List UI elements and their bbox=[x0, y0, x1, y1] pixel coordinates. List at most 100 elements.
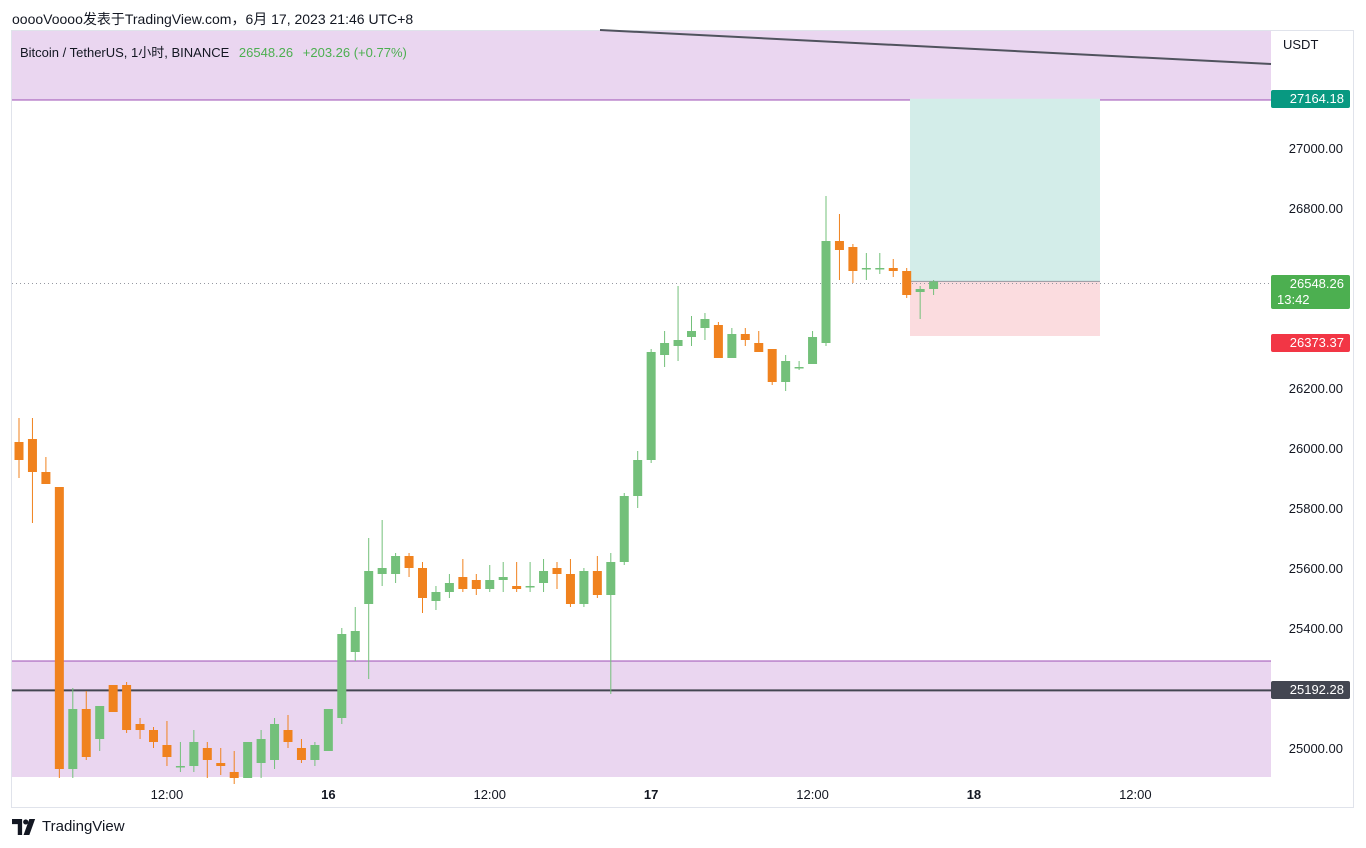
candle-body bbox=[229, 772, 239, 778]
candle-body bbox=[646, 352, 656, 460]
candle-body bbox=[81, 709, 91, 757]
candle-body bbox=[27, 439, 37, 472]
tradingview-logo[interactable]: TradingView bbox=[12, 818, 125, 835]
candle-body bbox=[888, 268, 898, 271]
candle-body bbox=[687, 331, 696, 337]
candle-body bbox=[283, 730, 293, 742]
candle bbox=[794, 361, 804, 370]
y-axis-tick-label: 25600.00 bbox=[1289, 561, 1343, 576]
candle bbox=[444, 574, 454, 598]
candle-body bbox=[579, 571, 589, 604]
candle-body bbox=[458, 577, 468, 589]
candle bbox=[498, 562, 508, 592]
candle bbox=[27, 418, 37, 523]
candle bbox=[619, 493, 629, 565]
x-axis-tick-label: 12:00 bbox=[473, 787, 506, 802]
candle bbox=[337, 628, 347, 724]
lower-support-zone bbox=[12, 661, 1271, 777]
candle-body bbox=[848, 247, 858, 271]
candle bbox=[162, 721, 172, 766]
candle bbox=[565, 559, 575, 607]
candle-body bbox=[592, 571, 602, 595]
candle-body bbox=[404, 556, 414, 568]
candle-body bbox=[162, 745, 172, 757]
candle-body bbox=[861, 268, 871, 270]
candle bbox=[471, 574, 481, 595]
candle bbox=[754, 331, 764, 352]
last-price-value: 26548.26 bbox=[1289, 275, 1344, 291]
candle-body bbox=[713, 325, 723, 358]
candle bbox=[229, 751, 239, 784]
candle-body bbox=[95, 706, 105, 739]
candle bbox=[485, 565, 495, 592]
level-price-tag: 25192.28 bbox=[1271, 681, 1350, 700]
candle-body bbox=[525, 586, 535, 588]
candle bbox=[310, 742, 320, 766]
candle-body bbox=[794, 367, 804, 369]
candle-body bbox=[256, 739, 266, 763]
candle-body bbox=[391, 556, 401, 574]
candle bbox=[552, 562, 562, 589]
candle-body bbox=[673, 340, 683, 346]
candle-body bbox=[189, 742, 199, 766]
candle bbox=[713, 322, 723, 358]
candle bbox=[391, 553, 401, 583]
chart-frame bbox=[11, 30, 1354, 808]
stop-price-tag: 26373.37 bbox=[1271, 334, 1350, 353]
symbol-label: Bitcoin / TetherUS, 1小时, BINANCE bbox=[20, 45, 230, 60]
upper-resistance-zone bbox=[12, 31, 1271, 100]
symbol-legend: Bitcoin / TetherUS, 1小时, BINANCE 26548.2… bbox=[20, 42, 407, 61]
candle bbox=[861, 253, 871, 280]
y-axis-tick-label: 27000.00 bbox=[1289, 141, 1343, 156]
candle bbox=[216, 748, 226, 775]
candle bbox=[364, 538, 374, 679]
candle-body bbox=[727, 334, 737, 358]
candle bbox=[135, 718, 145, 739]
candle bbox=[350, 607, 360, 661]
currency-label[interactable]: USDT bbox=[1283, 37, 1319, 52]
candle bbox=[875, 253, 885, 274]
x-axis-tick-label: 17 bbox=[644, 787, 658, 802]
candle-body bbox=[902, 271, 912, 295]
candle bbox=[14, 418, 24, 478]
change-label: +203.26 (+0.77%) bbox=[302, 45, 407, 60]
candle bbox=[781, 355, 791, 391]
candle bbox=[592, 556, 602, 598]
last-price-label: 26548.26 bbox=[238, 45, 294, 60]
publication-caption: ooooVoooo发表于TradingView.com，6月 17, 2023 … bbox=[12, 11, 414, 27]
candle bbox=[283, 715, 293, 748]
candle-body bbox=[418, 568, 427, 598]
candle bbox=[81, 691, 91, 760]
candle bbox=[727, 328, 737, 358]
candle-body bbox=[122, 685, 132, 730]
candle-body bbox=[377, 568, 387, 574]
candle-body bbox=[498, 577, 508, 580]
position-target-area bbox=[910, 98, 1100, 282]
candle bbox=[821, 196, 831, 346]
candle bbox=[767, 349, 777, 385]
candle bbox=[673, 286, 683, 361]
candle-body bbox=[296, 748, 306, 760]
candle bbox=[929, 280, 939, 295]
candle bbox=[512, 562, 522, 592]
y-axis-tick-label: 26800.00 bbox=[1289, 201, 1343, 216]
candle-body bbox=[364, 571, 374, 604]
candle bbox=[404, 553, 414, 577]
candle-body bbox=[915, 289, 925, 292]
candle-body bbox=[135, 724, 145, 730]
candle-body bbox=[323, 709, 333, 751]
candle-body bbox=[310, 745, 320, 760]
candle-body bbox=[270, 724, 280, 760]
x-axis-tick-label: 12:00 bbox=[1119, 787, 1152, 802]
x-axis-tick-label: 12:00 bbox=[151, 787, 184, 802]
candle bbox=[108, 685, 118, 712]
candle-body bbox=[875, 268, 885, 270]
candle-body bbox=[619, 496, 629, 562]
candle bbox=[525, 562, 535, 592]
y-axis-tick-label: 26000.00 bbox=[1289, 441, 1343, 456]
candle bbox=[646, 349, 656, 463]
candle bbox=[68, 688, 78, 778]
candle-body bbox=[54, 487, 64, 769]
candle bbox=[149, 727, 158, 748]
